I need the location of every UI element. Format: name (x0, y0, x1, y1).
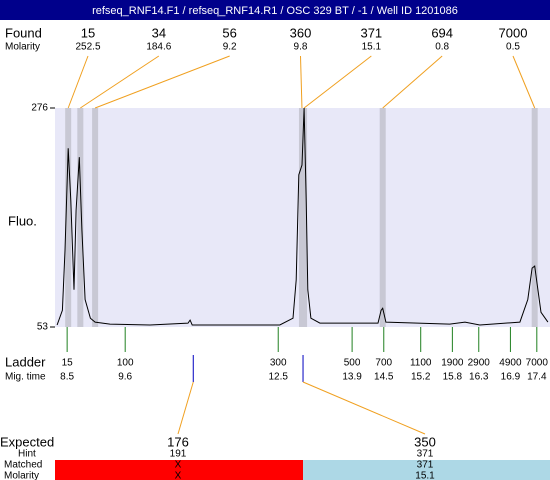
peak-connector (67, 55, 89, 109)
found-molarity-label: Molarity (5, 42, 40, 53)
header-bar (0, 0, 550, 20)
trace (56, 107, 549, 326)
found-molarity: 15.1 (362, 42, 382, 53)
found-molarity: 0.5 (506, 42, 520, 53)
title: refseq_RNF14.F1 / refseq_RNF14.R1 / OSC … (92, 5, 458, 17)
ladder-time: 15.8 (443, 372, 463, 383)
expected-connector (177, 381, 194, 435)
found-size: 15 (81, 25, 95, 40)
peak-connector (94, 55, 230, 109)
peak-band (301, 108, 308, 327)
matched-label: Matched (4, 460, 42, 471)
ladder-time: 16.3 (469, 372, 489, 383)
peak-band (65, 108, 72, 327)
found-size: 371 (360, 25, 382, 40)
peak-band (77, 108, 84, 327)
ladder-size: 300 (270, 358, 287, 369)
found-size: 360 (290, 25, 312, 40)
found-molarity: 252.5 (75, 42, 100, 53)
mig-time-label: Mig. time (5, 372, 46, 383)
hint-value: 371 (417, 449, 434, 460)
ladder-size: 4900 (499, 358, 522, 369)
found-molarity: 9.8 (294, 42, 308, 53)
peak-connector (303, 55, 372, 109)
found-molarity: 184.6 (146, 42, 171, 53)
molarity-label: Molarity (4, 471, 39, 480)
unmatched-bar (55, 460, 304, 480)
found-label: Found (5, 25, 42, 40)
peak-connector (382, 55, 443, 109)
ladder-size: 100 (117, 358, 134, 369)
peak-connector (512, 55, 536, 109)
ladder-time: 12.5 (268, 372, 288, 383)
found-size: 34 (152, 25, 166, 40)
peak-connector (80, 55, 160, 109)
ladder-time: 15.2 (411, 372, 431, 383)
found-molarity: 0.8 (435, 42, 449, 53)
expected-size: 350 (414, 434, 436, 449)
ladder-time: 9.6 (118, 372, 132, 383)
molarity-value: 15.1 (415, 471, 435, 480)
found-size: 7000 (499, 25, 528, 40)
ladder-size: 700 (375, 358, 392, 369)
found-size: 694 (431, 25, 453, 40)
y-tick-label: 276 (31, 103, 48, 114)
y-label: Fluo. (8, 213, 37, 228)
matched-bar (303, 460, 550, 480)
peak-connector (300, 55, 303, 109)
expected-size: 176 (167, 434, 189, 449)
ladder-size: 15 (62, 358, 74, 369)
ladder-size: 500 (344, 358, 361, 369)
matched-value: X (175, 460, 182, 471)
molarity-value: X (175, 471, 182, 480)
hint-value: 191 (170, 449, 187, 460)
ladder-time: 13.9 (342, 372, 362, 383)
ladder-size: 1900 (441, 358, 464, 369)
ladder-size: 2900 (468, 358, 491, 369)
peak-band (531, 108, 538, 327)
ladder-size: 1100 (410, 358, 432, 369)
ladder-label: Ladder (5, 354, 46, 369)
ladder-time: 16.9 (501, 372, 521, 383)
matched-value: 371 (417, 460, 434, 471)
y-tick-label: 53 (37, 322, 49, 333)
found-size: 56 (222, 25, 236, 40)
ladder-time: 8.5 (60, 372, 74, 383)
ladder-time: 14.5 (374, 372, 394, 383)
hint-label: Hint (18, 449, 36, 460)
peak-band (92, 108, 99, 327)
expected-label: Expected (0, 434, 54, 449)
expected-connector (302, 381, 426, 435)
peak-band (379, 108, 386, 327)
found-molarity: 9.2 (223, 42, 237, 53)
ladder-time: 17.4 (527, 372, 547, 383)
ladder-size: 7000 (526, 358, 549, 369)
